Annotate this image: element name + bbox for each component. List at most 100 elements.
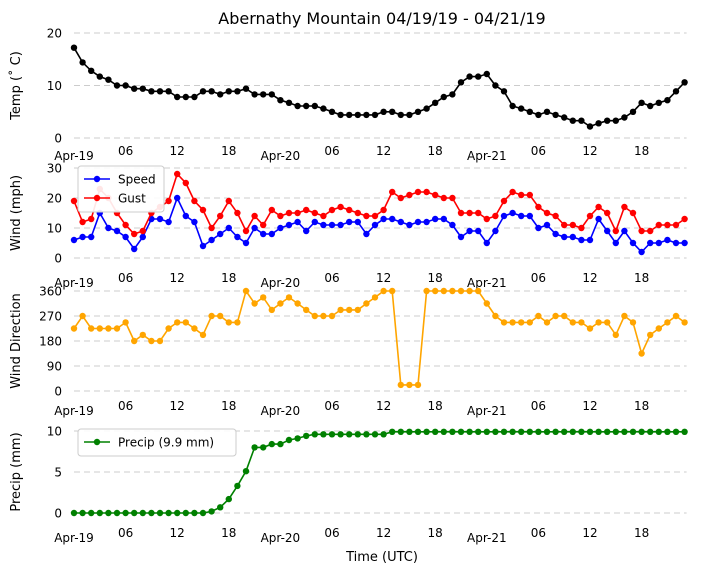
data-point (604, 117, 611, 124)
data-point (131, 230, 138, 238)
data-point (70, 44, 78, 51)
data-point (440, 215, 447, 223)
data-point (303, 432, 310, 440)
data-point (217, 212, 224, 220)
data-point (268, 206, 275, 214)
data-point (604, 428, 611, 435)
data-point (423, 218, 430, 226)
data-point (664, 221, 671, 229)
data-point (518, 105, 525, 112)
y-tick-label: 360 (39, 285, 62, 299)
data-point (629, 239, 637, 247)
data-point (303, 102, 310, 110)
data-point (681, 239, 688, 247)
data-point (561, 114, 568, 121)
data-point (535, 224, 542, 232)
data-point (432, 215, 439, 223)
chart-title: Abernathy Mountain 04/19/19 - 04/21/19 (218, 9, 545, 28)
data-point (251, 300, 258, 307)
data-point (466, 287, 473, 295)
y-tick-label: 0 (54, 132, 62, 146)
x-tick-label: 06 (531, 271, 546, 285)
y-tick-label: 10 (47, 79, 62, 93)
y-tick-label: 5 (54, 466, 62, 480)
data-point (131, 245, 138, 253)
data-point (294, 218, 301, 226)
data-point (621, 227, 628, 235)
data-point (131, 85, 138, 92)
data-point (595, 203, 602, 211)
data-point (88, 325, 95, 332)
data-point (389, 287, 396, 295)
x-tick-label: 06 (118, 399, 133, 413)
data-point (371, 111, 379, 119)
data-point (647, 102, 654, 110)
data-point (397, 428, 404, 435)
data-point (311, 218, 318, 226)
data-point (518, 212, 525, 220)
x-tick-label: 12 (582, 144, 597, 158)
data-point (79, 233, 86, 241)
data-point (320, 431, 327, 438)
data-point (655, 99, 662, 107)
data-point (406, 191, 413, 199)
data-point (242, 85, 250, 92)
data-point (406, 381, 413, 389)
chart-panels: 0 10 20 Temp (˚ C) Apr-19 06 12 18 Apr-20 06 12 18 A… (8, 27, 688, 545)
data-point (414, 428, 422, 435)
data-point (139, 331, 146, 339)
data-point (70, 509, 78, 517)
data-point (681, 428, 688, 435)
x-tick-label: Apr-21 (467, 404, 507, 418)
data-point (672, 239, 680, 247)
data-point (475, 287, 482, 295)
y-tick-label: 20 (47, 27, 62, 41)
data-point (346, 431, 353, 438)
y-tick-label: 180 (39, 335, 62, 349)
data-point (380, 431, 387, 438)
data-point (440, 428, 447, 435)
data-point (260, 91, 267, 98)
x-tick-label: Apr-20 (261, 531, 301, 545)
data-point (492, 428, 499, 435)
x-tick-label: 06 (531, 399, 546, 413)
data-point (88, 509, 95, 517)
data-point (423, 105, 430, 112)
data-point (612, 227, 619, 235)
data-point (500, 319, 508, 326)
data-point (191, 93, 198, 101)
data-point (535, 428, 542, 435)
data-point (586, 428, 594, 435)
legend-box (77, 428, 237, 457)
data-point (320, 105, 327, 112)
y-tick-label: 0 (54, 507, 62, 521)
data-point (397, 381, 404, 389)
data-point (664, 97, 671, 104)
data-point (208, 508, 215, 515)
data-point (681, 319, 688, 326)
data-point (285, 436, 293, 444)
data-point (612, 428, 619, 435)
data-point (182, 212, 189, 220)
y-axis-label: Wind (mph) (9, 175, 24, 251)
legend: Speed Gust (77, 165, 165, 213)
y-tick-label: 0 (54, 385, 62, 399)
data-point (414, 381, 422, 389)
data-point (621, 203, 628, 211)
data-point (595, 215, 602, 223)
data-point (139, 85, 146, 92)
data-point (277, 224, 284, 232)
data-point (260, 221, 267, 229)
data-point (449, 221, 456, 229)
data-point (492, 312, 499, 320)
data-point (182, 509, 189, 517)
data-point (629, 319, 637, 326)
data-point (457, 233, 465, 241)
data-point (337, 306, 344, 314)
panel-wind: 0 10 20 30 Wind (mph) Apr-19 06 12 18 Apr-20 06 12 1… (9, 162, 688, 290)
data-point (621, 428, 628, 435)
data-point (672, 221, 680, 229)
data-point (638, 227, 645, 235)
data-point (328, 206, 336, 214)
data-point (664, 236, 671, 244)
